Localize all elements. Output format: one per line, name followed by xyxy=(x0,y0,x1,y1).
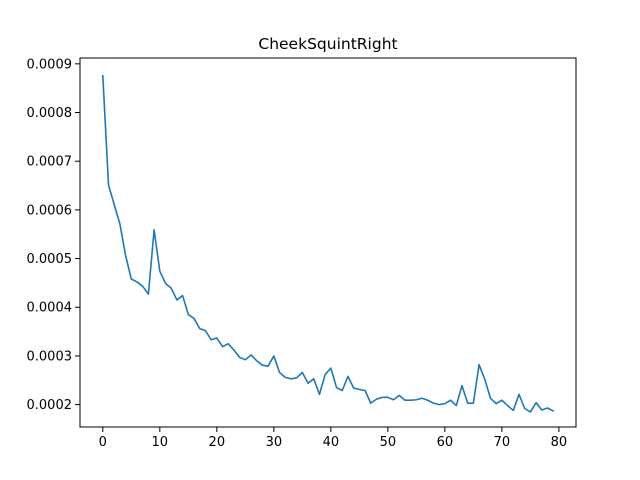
x-tick-label: 30 xyxy=(266,435,283,450)
x-axis: 0 10 20 30 40 50 60 70 80 xyxy=(99,427,568,450)
y-tick-label: 0.0008 xyxy=(27,106,73,121)
x-tick-label: 60 xyxy=(437,435,454,450)
y-tick-label: 0.0005 xyxy=(27,252,73,267)
plot-area xyxy=(102,74,555,413)
y-tick-label: 0.0002 xyxy=(27,398,73,413)
y-axis: 0.0002 0.0003 0.0004 0.0005 0.0006 0.0007 0.00… xyxy=(27,57,80,413)
y-tick-label: 0.0006 xyxy=(27,203,73,218)
y-tick-label: 0.0007 xyxy=(27,155,73,170)
x-tick-label: 20 xyxy=(209,435,226,450)
series-line xyxy=(102,74,555,413)
chart-title: CheekSquintRight xyxy=(258,35,397,53)
x-tick-label: 40 xyxy=(323,435,340,450)
x-tick-label: 10 xyxy=(152,435,169,450)
x-tick-label: 80 xyxy=(551,435,568,450)
axes-frame xyxy=(79,57,577,428)
y-tick-label: 0.0003 xyxy=(27,349,73,364)
y-tick-label: 0.0004 xyxy=(27,301,73,316)
y-tick-label: 0.0009 xyxy=(27,57,73,72)
x-tick-label: 70 xyxy=(494,435,511,450)
x-tick-label: 50 xyxy=(380,435,397,450)
x-tick-label: 0 xyxy=(99,435,107,450)
